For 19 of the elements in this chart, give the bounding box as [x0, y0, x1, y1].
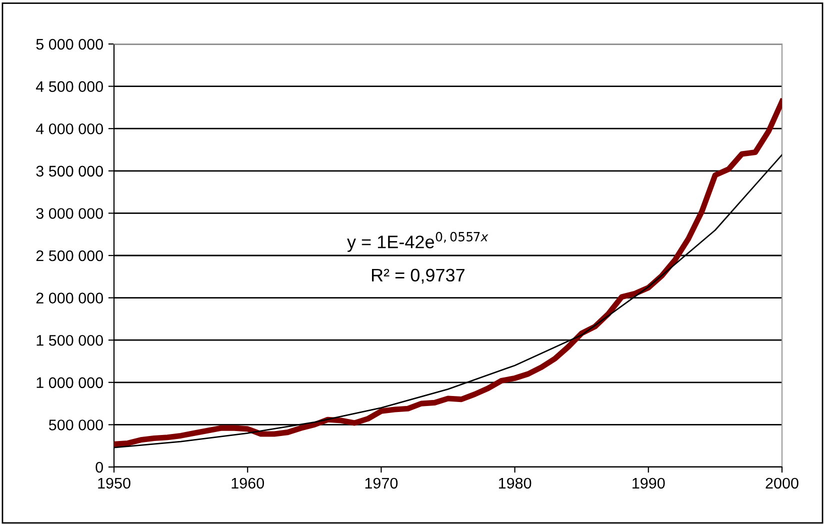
- y-tick-label: 1 000 000: [36, 377, 103, 388]
- x-tick-label: 1980: [498, 478, 532, 489]
- annotation: y = 1E-42e$^{0,0557x}$: [347, 232, 488, 252]
- y-tick-label: 2 000 000: [36, 292, 103, 304]
- x-tick-label: 1990: [632, 478, 665, 489]
- y-tick-label: 0: [96, 462, 103, 473]
- x-tick-label: 2000: [766, 478, 798, 489]
- y-tick-label: 2 500 000: [36, 250, 103, 262]
- annotation: R² = 0,9737: [372, 268, 464, 284]
- x-tick-label: 1960: [232, 478, 264, 489]
- y-tick-label: 1 500 000: [36, 334, 103, 346]
- y-tick-label: 4 500 000: [36, 81, 103, 92]
- y-tick-label: 4 000 000: [36, 123, 103, 134]
- y-tick-label: 500 000: [48, 420, 103, 430]
- y-tick-label: 3 500 000: [36, 166, 103, 177]
- y-tick-label: 5 000 000: [36, 38, 103, 50]
- x-tick-label: 1970: [365, 478, 398, 489]
- y-tick-label: 3 000 000: [36, 208, 103, 219]
- x-tick-label: 1950: [98, 478, 130, 489]
